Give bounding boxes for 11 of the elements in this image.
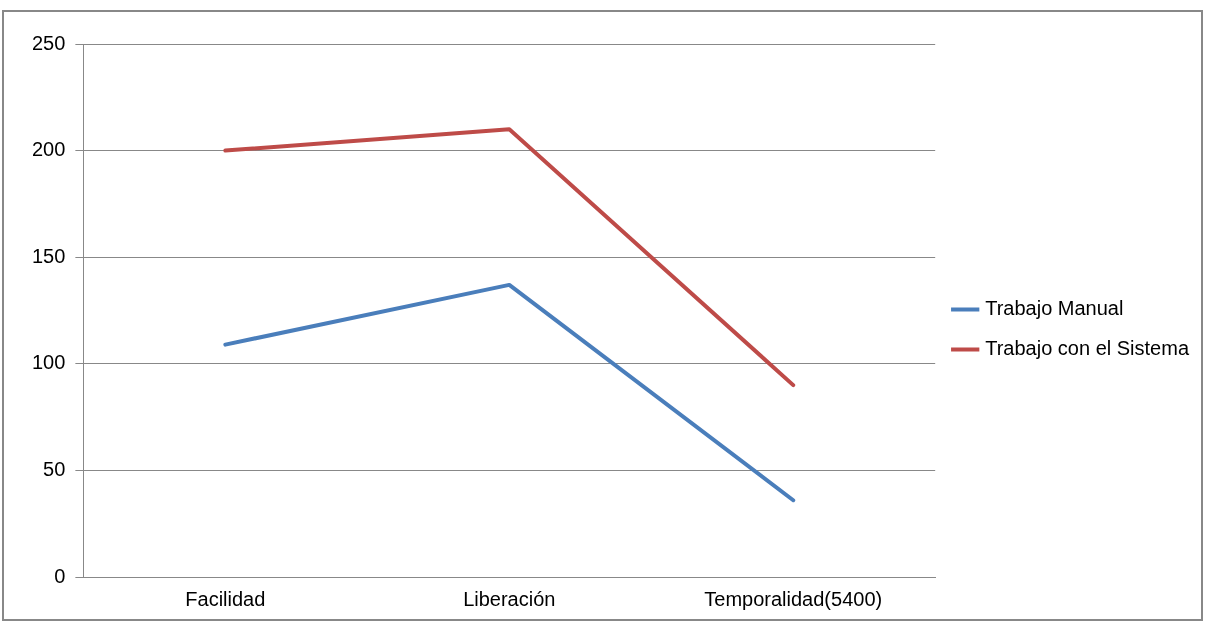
y-tick-label: 0 — [54, 564, 66, 587]
y-tick-label: 200 — [31, 138, 66, 161]
legend-label: Trabajo Manual — [985, 297, 1124, 320]
y-tick-label: 50 — [43, 457, 66, 480]
legend-label: Trabajo con el Sistema — [985, 337, 1190, 360]
y-tick-label: 250 — [31, 31, 66, 54]
x-tick-label: Facilidad — [185, 587, 266, 610]
x-tick-label: Temporalidad(5400) — [704, 587, 883, 610]
x-tick-label: Liberación — [463, 587, 556, 610]
y-tick-label: 150 — [31, 244, 66, 267]
y-tick-label: 100 — [31, 351, 66, 374]
